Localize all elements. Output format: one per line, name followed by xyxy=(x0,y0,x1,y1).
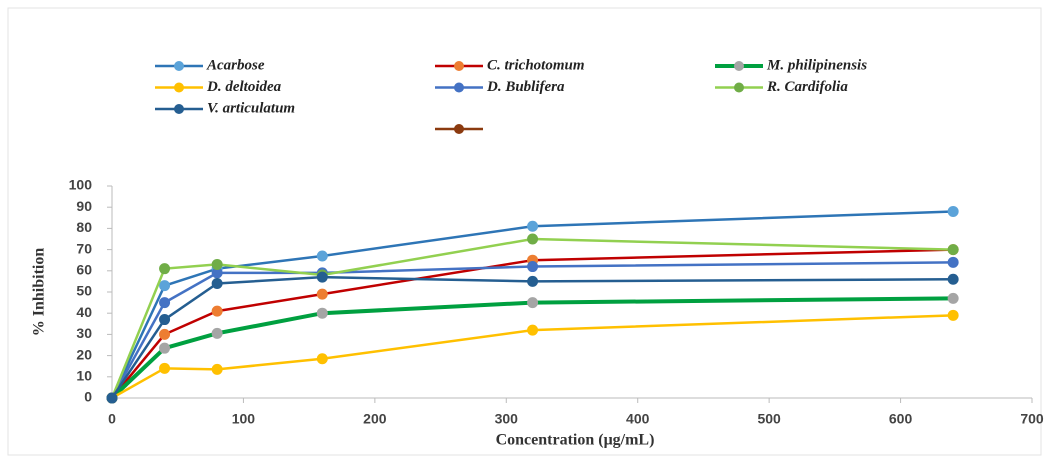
point xyxy=(159,362,171,374)
point xyxy=(316,353,328,365)
x-tick-label: 200 xyxy=(363,411,387,427)
point xyxy=(211,258,223,270)
y-tick-label: 20 xyxy=(76,346,92,362)
legend-marker xyxy=(174,104,184,114)
point xyxy=(947,256,959,268)
point xyxy=(947,244,959,256)
x-tick-label: 400 xyxy=(626,411,650,427)
point xyxy=(159,328,171,340)
point xyxy=(211,267,223,279)
y-tick-label: 80 xyxy=(76,219,92,235)
legend-label: D. deltoidea xyxy=(206,79,282,95)
legend-marker xyxy=(734,82,744,93)
point xyxy=(527,261,539,273)
legend-label: D. Bublifera xyxy=(486,79,565,95)
series-line xyxy=(110,261,954,399)
legend-label: C. trichotomum xyxy=(487,57,585,73)
point xyxy=(159,280,171,292)
y-tick-label: 70 xyxy=(76,240,92,256)
point xyxy=(527,324,539,336)
point xyxy=(947,292,959,304)
y-tick-label: 0 xyxy=(84,389,92,405)
legend-label: M. philipinensis xyxy=(766,57,867,73)
legend-label: Acarbose xyxy=(206,57,265,73)
x-tick-label: 300 xyxy=(495,411,519,427)
x-tick-label: 100 xyxy=(232,411,256,427)
point xyxy=(527,297,539,309)
legend-label: R. Cardifolia xyxy=(766,79,848,95)
point xyxy=(947,273,959,285)
point xyxy=(947,205,959,217)
point xyxy=(159,263,171,275)
series-line xyxy=(110,210,954,399)
point xyxy=(159,314,171,326)
legend-marker xyxy=(454,82,464,93)
point xyxy=(211,327,223,339)
legend-marker xyxy=(174,61,184,71)
x-tick-label: 600 xyxy=(889,411,913,427)
y-tick-label: 40 xyxy=(76,304,92,320)
point xyxy=(527,220,539,232)
legend-marker xyxy=(734,61,744,71)
y-tick-label: 60 xyxy=(76,262,92,278)
y-tick-label: 90 xyxy=(76,198,92,214)
y-tick-label: 30 xyxy=(76,325,92,341)
x-tick-label: 500 xyxy=(757,411,781,427)
point xyxy=(159,342,171,354)
y-tick-label: 100 xyxy=(69,177,93,193)
chart-border xyxy=(7,7,1042,456)
series-line xyxy=(110,237,954,399)
point xyxy=(211,363,223,375)
point xyxy=(947,309,959,321)
y-tick-label: 50 xyxy=(76,283,92,299)
legend-marker xyxy=(174,82,184,93)
y-axis-label: % Inhibition xyxy=(31,248,48,337)
x-tick-label: 700 xyxy=(1020,411,1044,427)
point xyxy=(211,278,223,290)
point xyxy=(527,275,539,287)
point xyxy=(159,297,171,309)
series-line xyxy=(110,275,954,399)
point xyxy=(316,288,328,300)
point xyxy=(527,233,539,245)
legend-swatch-unnamed xyxy=(435,124,483,134)
x-tick-label: 0 xyxy=(108,411,116,427)
series-line xyxy=(111,248,954,399)
point xyxy=(316,271,328,283)
legend-marker xyxy=(454,61,464,71)
point xyxy=(106,392,118,404)
series-line xyxy=(111,314,954,400)
point xyxy=(316,307,328,319)
point xyxy=(211,305,223,317)
point xyxy=(316,250,328,262)
y-tick-label: 10 xyxy=(76,368,92,384)
x-axis-label: Concentration (μg/mL) xyxy=(496,432,655,449)
series-line xyxy=(110,296,954,400)
legend-label: V. articulatum xyxy=(207,100,295,116)
